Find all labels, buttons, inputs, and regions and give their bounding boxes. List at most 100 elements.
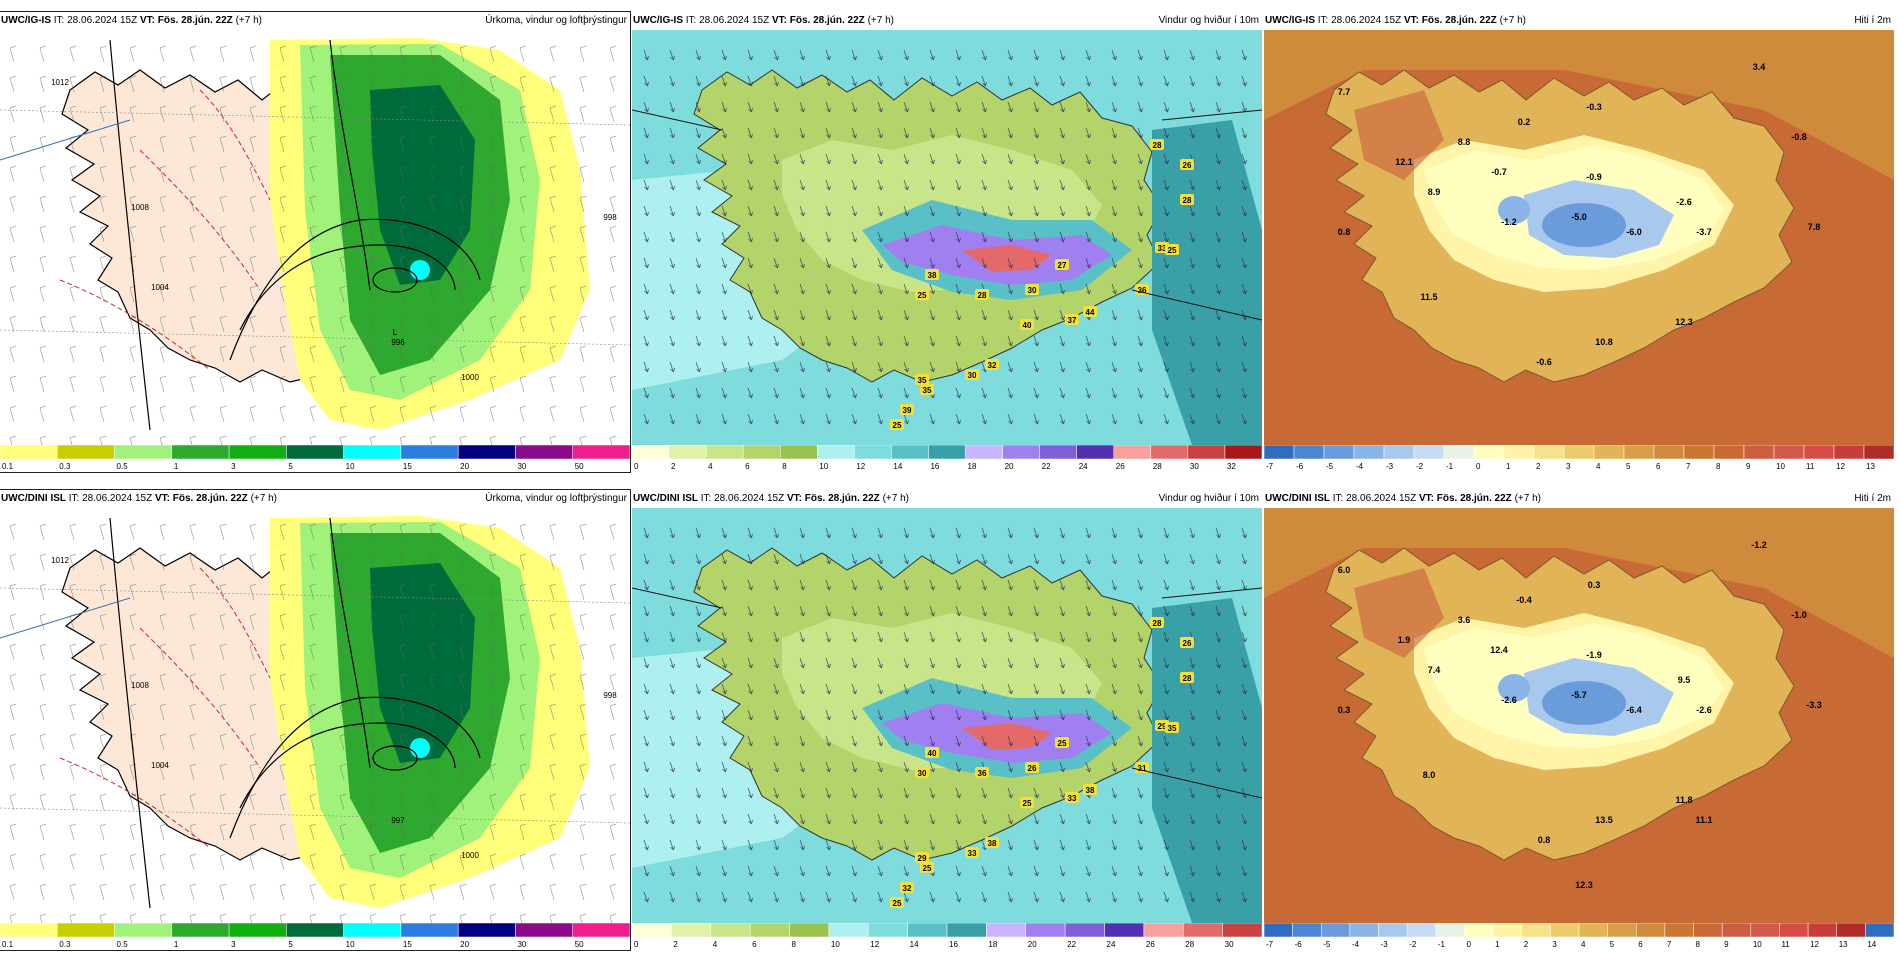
legend-tick: 2 [671,462,676,471]
legend-swatch [0,444,58,460]
legend-swatch [1664,922,1694,938]
legend-swatch [1224,444,1263,460]
temperature-value: 6.0 [1338,565,1351,575]
legend-tick: 6 [1638,940,1643,949]
legend-tick: 30 [517,940,526,949]
legend-tick: 1 [1495,940,1500,949]
gust-value: 25 [918,291,927,300]
temperature-value: 0.3 [1588,580,1601,590]
gust-value: 28 [1183,196,1192,205]
vt-label: VT: [1418,493,1434,504]
legend-tick: 9 [1724,940,1729,949]
coastal-line [0,119,131,161]
legend-swatch [57,444,115,460]
legend-tick: 0 [1476,462,1481,471]
legend-tick: 26 [1116,462,1125,471]
legend-tick: -2 [1409,940,1417,949]
temperature-value: -1.2 [1501,217,1517,227]
precip-legend: 0.1 0.3 0.5 1 3 5 10 15 20 30 50 [0,922,631,950]
precip-area [370,563,475,763]
legend-swatch [710,922,751,938]
gust-value: 40 [1023,321,1032,330]
legend-swatch [1183,922,1223,938]
gust-value: 25 [893,421,902,430]
wind-legend: 0 2 4 6 8 10 12 14 16 18 20 22 24 26 28 30 [631,922,1263,950]
temperature-value: 11.1 [1695,815,1712,825]
gust-value: 29 [918,854,927,863]
legend-swatch [1064,922,1105,938]
temperature-value: -0.8 [1791,132,1807,142]
legend-tick: 0 [634,940,639,949]
legend-tick: -5 [1323,940,1331,949]
legend-swatch [828,922,869,938]
temperature-value: -1.2 [1751,540,1767,550]
gust-value: 30 [1028,286,1037,295]
legend-swatch [789,922,830,938]
gust-value: 36 [978,769,987,778]
vt-label: VT: [786,493,802,504]
temperature-value: 8.9 [1428,187,1441,197]
gust-value: 33 [968,849,977,858]
legend-tick: 18 [968,462,977,471]
legend-swatch [891,444,929,460]
gust-badge [900,882,914,893]
lead-time: (+7 h) [1499,15,1526,26]
boundary-lines [632,587,1262,799]
legend-tick: 8 [1696,940,1701,949]
legend-tick: 28 [1153,462,1162,471]
gust-badge [890,897,904,908]
legend-swatch [1435,922,1465,938]
legend-swatch [343,922,402,938]
legend-tick: 8 [782,462,787,471]
gust-badge [1150,139,1164,150]
legend-swatch [343,444,402,460]
legend-swatch [1378,922,1408,938]
temperature-value: -2.6 [1696,705,1712,715]
legend-tick: 0.5 [117,462,129,471]
legend-tick: 26 [1146,940,1155,949]
temp-area [1354,568,1444,658]
legend-swatch [228,922,287,938]
legend-tick: 0 [1466,940,1471,949]
legend-tick: 6 [745,462,750,471]
lead-time: (+7 h) [1514,493,1541,504]
legend-swatch [400,444,459,460]
legend-tick: 12 [1810,940,1819,949]
temperature-value: 11.8 [1675,795,1692,805]
panel-title: UWC/IG-IS IT: 28.06.2024 15Z VT: Fös. 28… [0,12,630,30]
legend-swatch [1473,444,1505,460]
legend-tick: -5 [1326,462,1334,471]
legend-swatch [1653,444,1685,460]
pressure-label: 1000 [461,851,479,860]
it-value: 28.06.2024 15Z [67,15,138,26]
gust-value: 26 [1183,161,1192,170]
gust-badge [1180,637,1194,648]
legend-swatch [286,922,344,938]
legend-tick: 0.3 [59,940,71,949]
gust-value: 40 [928,749,937,758]
model-name: UWC/IG-IS [1,15,51,26]
gust-value: 28 [1183,674,1192,683]
legend-tick: 0.1 [2,462,14,471]
pressure-label: 1012 [51,556,69,565]
gust-badge [1020,319,1034,330]
gust-badge [1135,284,1149,295]
field-title: Hiti í 2m [1854,15,1891,26]
temperature-map: 7.7 3.4 8.8 0.2 -0.3 12.1 -0.7 -0.9 -0.8 8.9 -2.6 7… [1264,30,1894,445]
temperature-value: 3.4 [1753,62,1766,72]
temp-area [1542,203,1626,247]
temperature-value: 12.3 [1675,317,1693,327]
legend-swatch [1833,444,1865,460]
gust-value: 37 [1068,316,1077,325]
temp-area [1498,196,1530,224]
legend-swatch [1321,922,1351,938]
legend-swatch [1750,922,1780,938]
precip-map: 1012 1008 1004 1000 998 997 [0,508,630,923]
temperature-value: 3.6 [1458,615,1471,625]
gust-badge [1165,722,1179,733]
panel-title: UWC/DINI ISL IT: 28.06.2024 15Z VT: Fös.… [1264,490,1894,508]
gust-value: 26 [1028,764,1037,773]
